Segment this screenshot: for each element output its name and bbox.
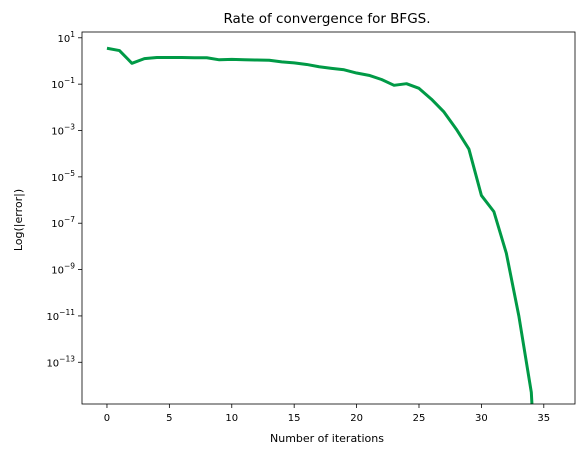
x-tick-label: 20 xyxy=(350,413,363,424)
y-tick-label: 10−13 xyxy=(46,354,75,369)
chart-title: Rate of convergence for BFGS. xyxy=(223,11,430,27)
x-tick-label: 10 xyxy=(225,413,238,424)
y-axis-label: Log(|error|) xyxy=(12,189,25,251)
y-tick-label: 10−9 xyxy=(51,262,75,277)
x-axis: 0 5 10 15 20 25 30 35 xyxy=(104,404,550,424)
plot-area xyxy=(106,46,534,405)
y-axis: 101 10−1 10−3 10−5 10−7 10−9 10−11 10−13 xyxy=(46,30,82,369)
x-tick-label: 35 xyxy=(537,413,550,424)
y-tick-label: 10−3 xyxy=(51,123,75,138)
y-tick-label: 10−5 xyxy=(51,169,75,184)
y-tick-label: 10−11 xyxy=(46,308,75,323)
x-axis-label: Number of iterations xyxy=(270,432,384,445)
x-tick-label: 15 xyxy=(288,413,301,424)
x-tick-label: 0 xyxy=(104,413,110,424)
y-tick-label: 101 xyxy=(57,30,75,45)
x-tick-label: 25 xyxy=(413,413,426,424)
x-tick-label: 5 xyxy=(166,413,172,424)
y-tick-label: 10−1 xyxy=(51,76,75,91)
x-tick-label: 30 xyxy=(475,413,488,424)
series-line-0 xyxy=(106,46,534,405)
plot-frame xyxy=(81,31,576,405)
y-tick-label: 10−7 xyxy=(51,215,75,230)
